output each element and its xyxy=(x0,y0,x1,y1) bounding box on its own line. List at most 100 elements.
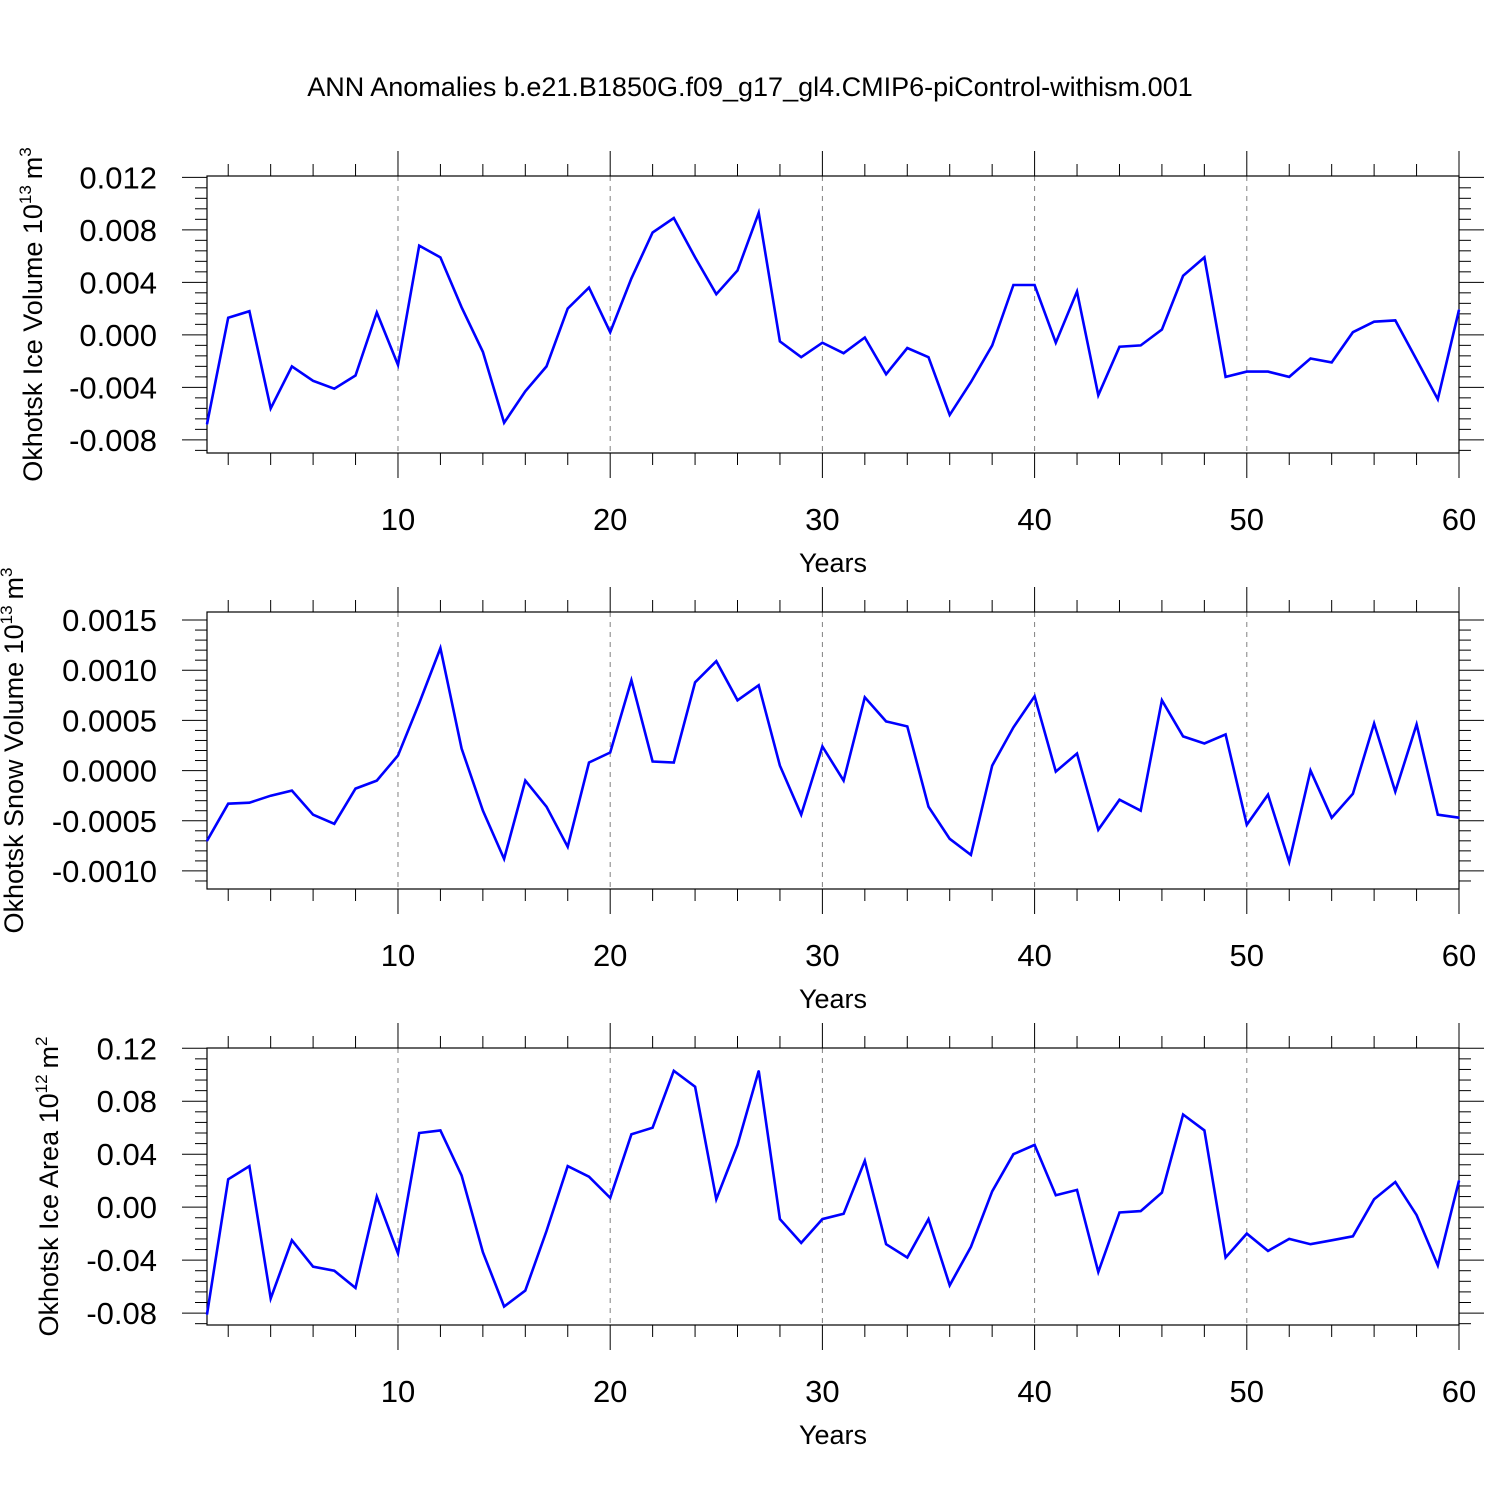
data-point xyxy=(1224,733,1227,736)
data-point xyxy=(779,764,781,767)
data-point xyxy=(1352,792,1354,795)
data-point xyxy=(821,1218,824,1220)
x-tick-label: 10 xyxy=(381,502,415,537)
chart-panel-1: -0.008 -0.004 0.000 0.004 0.008 0.012 10 20 30 40… xyxy=(16,147,1484,578)
y-tick-label: -0.008 xyxy=(69,423,157,458)
chart-panel-3: -0.08 -0.04 0.00 0.04 0.08 0.12 10 20 30 40 50 60 Ye… xyxy=(32,1023,1484,1450)
data-point xyxy=(1182,735,1184,738)
data-point xyxy=(1394,790,1397,793)
data-point xyxy=(566,1165,569,1167)
data-point xyxy=(397,1252,399,1255)
data-point xyxy=(439,647,442,649)
data-point xyxy=(800,356,802,358)
y-tick-label: 0.012 xyxy=(79,160,157,195)
y-tick-label: 0.000 xyxy=(79,318,157,353)
data-point xyxy=(864,696,866,699)
x-tick-label: 50 xyxy=(1230,502,1264,537)
data-point xyxy=(291,1239,293,1242)
data-point xyxy=(1161,699,1163,702)
x-axis-label: Years xyxy=(799,548,867,578)
y-axis-label-exponent: 13 xyxy=(0,605,16,624)
data-point xyxy=(757,211,760,214)
x-tick-label: 50 xyxy=(1230,1374,1264,1409)
y-tick-label: -0.0005 xyxy=(52,804,157,839)
y-tick-label: 0.0005 xyxy=(62,703,157,738)
data-point xyxy=(1394,319,1397,322)
data-point xyxy=(566,846,569,848)
data-point xyxy=(630,1133,633,1136)
data-point xyxy=(1436,1264,1439,1267)
series-line xyxy=(205,1068,1461,1315)
plot-frame xyxy=(206,611,1460,890)
data-point xyxy=(354,1287,357,1289)
data-point xyxy=(545,805,548,808)
data-point xyxy=(948,414,951,416)
data-point xyxy=(1203,742,1206,745)
data-point xyxy=(864,336,866,339)
data-point xyxy=(927,356,930,358)
data-point xyxy=(715,1198,718,1201)
y-tick-label: 0.008 xyxy=(79,213,157,248)
data-point xyxy=(885,373,887,376)
data-point xyxy=(1118,345,1121,348)
data-point xyxy=(482,351,484,353)
data-point xyxy=(651,231,654,234)
data-point xyxy=(1245,1232,1248,1235)
data-point xyxy=(524,779,527,782)
data-point xyxy=(503,422,505,424)
data-point xyxy=(545,365,548,368)
data-point xyxy=(948,838,951,840)
data-point xyxy=(673,217,675,219)
data-point xyxy=(227,802,230,805)
data-point xyxy=(1012,726,1015,729)
data-point xyxy=(1055,1194,1057,1197)
data-point xyxy=(397,364,399,366)
x-tick-label: 50 xyxy=(1230,938,1264,973)
x-tick-label: 40 xyxy=(1017,1374,1051,1409)
data-point xyxy=(1224,1256,1227,1259)
data-point xyxy=(227,1178,230,1181)
data-point xyxy=(1118,1211,1121,1214)
data-point xyxy=(1012,1153,1015,1155)
data-point xyxy=(312,379,314,382)
y-tick-label: 0.04 xyxy=(97,1137,157,1172)
y-tick-label: -0.004 xyxy=(69,370,157,405)
x-tick-label: 20 xyxy=(593,1374,627,1409)
y-axis-label-unit: m xyxy=(0,577,29,600)
data-point xyxy=(842,1212,845,1215)
data-point xyxy=(991,344,993,347)
data-point xyxy=(1182,1113,1184,1116)
data-point xyxy=(694,256,696,259)
x-tick-label: 40 xyxy=(1017,502,1051,537)
data-point xyxy=(1436,398,1439,400)
data-point xyxy=(1330,816,1333,819)
data-point xyxy=(1139,1210,1142,1212)
data-point xyxy=(1373,722,1375,725)
data-point xyxy=(354,374,357,377)
y-axis-label-exponent: 13 xyxy=(16,185,35,204)
data-point xyxy=(291,365,293,368)
data-point xyxy=(1097,394,1100,397)
plot-frame xyxy=(206,1047,1460,1326)
data-point xyxy=(439,256,442,259)
y-tick-label: 0.08 xyxy=(97,1084,157,1119)
data-point xyxy=(1224,376,1227,378)
data-point xyxy=(1055,770,1057,773)
data-point xyxy=(333,822,336,825)
data-point xyxy=(630,679,633,682)
data-point xyxy=(927,1218,930,1220)
data-point xyxy=(1055,341,1057,344)
data-point xyxy=(1267,370,1269,373)
data-point xyxy=(779,1218,781,1220)
data-point xyxy=(842,779,845,782)
data-point xyxy=(800,813,802,816)
y-axis-label-unit-exponent: 2 xyxy=(32,1036,51,1045)
data-point xyxy=(1458,309,1460,311)
data-point xyxy=(1076,752,1078,755)
data-point xyxy=(715,660,718,662)
data-point xyxy=(821,341,824,344)
data-point xyxy=(1097,828,1100,831)
data-point xyxy=(651,1126,654,1129)
data-point xyxy=(757,684,760,687)
